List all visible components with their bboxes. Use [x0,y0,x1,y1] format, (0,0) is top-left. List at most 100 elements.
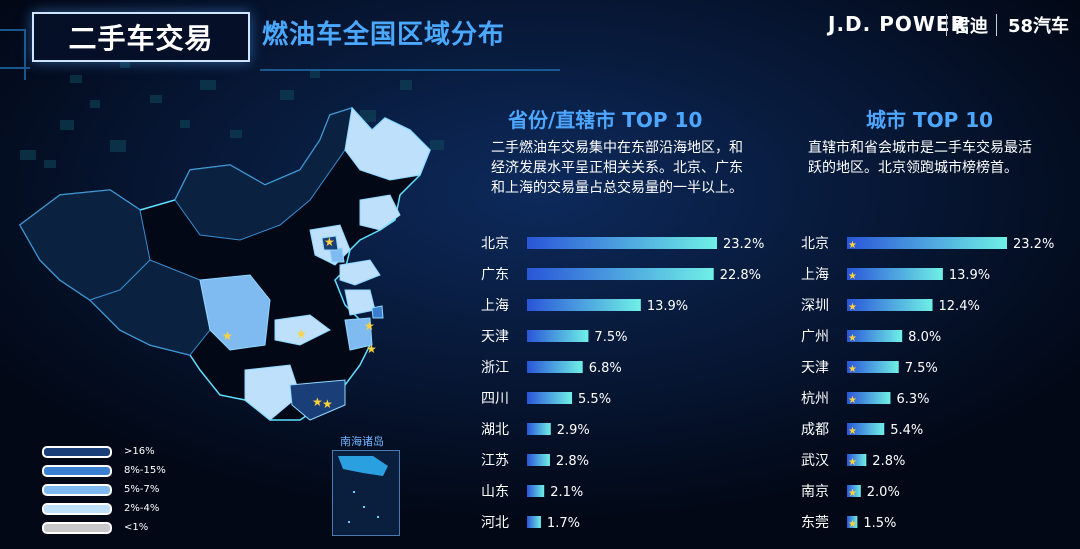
bar-category-label: 浙江 [481,360,509,376]
star-marker-icon: ★ [364,319,375,333]
bar-value-label: 2.8% [556,454,589,469]
bar-category-label: 四川 [481,391,509,407]
city-bar-chart: 北京 ★ 23.2% 上海 ★ 13.9% 深圳 ★ 12.4% 广州 ★ 8.0% 天津 ★ 7.5% 杭州… [801,236,1054,531]
star-marker-icon: ★ [848,457,857,468]
bar-value-label: 1.5% [863,516,896,531]
region-guangdong [289,379,346,421]
bar [527,299,641,311]
region-shandong [339,259,381,286]
region-heilongjiang [344,106,431,181]
bar-value-label: 6.8% [589,361,622,376]
region-hubei [274,314,331,346]
bar-category-label: 东莞 [801,515,829,531]
bar [847,516,858,528]
city-chart-title: 城市 TOP 10 [866,108,994,132]
bar-category-label: 天津 [801,360,829,376]
bar [847,423,885,435]
bar-category-label: 北京 [481,236,509,252]
star-marker-icon: ★ [312,395,323,409]
bar-value-label: 2.8% [872,454,905,469]
legend-label: <1% [124,522,149,533]
legend-swatch [42,445,112,458]
bar-value-label: 7.5% [905,361,938,376]
star-marker-icon: ★ [848,395,857,406]
bar-category-label: 江苏 [481,453,509,469]
bar-value-label: 7.5% [594,330,627,345]
brand-58-logo: 58汽车 [1008,16,1070,37]
bar [527,330,589,342]
bar [527,454,550,466]
bar-value-label: 12.4% [939,299,980,314]
legend-label: 8%-15% [124,465,166,476]
region-guangxi [244,364,301,421]
bar-value-label: 8.0% [908,330,941,345]
decorative-tiles [20,60,444,168]
star-marker-icon: ★ [324,235,335,249]
bar-category-label: 南京 [801,484,829,500]
legend-swatch [42,483,112,496]
star-marker-icon: ★ [222,329,233,343]
bar [527,516,541,528]
bar [527,423,551,435]
bar [847,299,933,311]
region-inner-mongolia [174,107,353,241]
star-marker-icon: ★ [366,342,377,356]
bar [527,361,583,373]
legend-label: >16% [124,446,155,457]
legend-item: >16% [42,442,166,461]
bar-category-label: 武汉 [801,453,829,469]
region-liaoning [359,194,401,231]
province-bar-chart: 北京 23.2% 广东 22.8% 上海 13.9% 天津 7.5% 浙江 6.8% 四川 5.5% 湖… [481,236,764,531]
region-shanghai [371,305,384,319]
bar [527,392,573,404]
bar-value-label: 2.1% [550,485,583,500]
bar [847,268,943,280]
bar [847,330,903,342]
star-marker-icon: ★ [848,519,857,530]
star-marker-icon: ★ [848,240,857,251]
decorative-lines [0,29,560,80]
bar-value-label: 5.4% [890,423,923,438]
bar-value-label: 22.8% [720,268,761,283]
bar-value-label: 1.7% [547,516,580,531]
page-subtitle: 燃油车全国区域分布 [262,20,506,50]
legend-item: 2%-4% [42,499,166,518]
page-title: 二手车交易 [32,12,250,62]
bar [527,485,545,497]
star-marker-icon: ★ [296,327,307,341]
south-china-sea-inset [332,450,400,536]
bar-category-label: 成都 [801,422,829,438]
bar-value-label: 2.0% [867,485,900,500]
legend-label: 2%-4% [124,503,160,514]
star-marker-icon: ★ [848,488,857,499]
bar-category-label: 杭州 [801,391,829,407]
province-chart-title: 省份/直辖市 TOP 10 [508,108,703,132]
region-zhejiang [344,317,373,351]
china-map: ★ ★ ★ ★ ★ ★ ★ [19,106,431,421]
legend-label: 5%-7% [124,484,160,495]
bar [527,268,714,280]
bar-category-label: 深圳 [801,298,829,314]
bar-value-label: 13.9% [647,299,688,314]
brand-divider [996,14,997,36]
bar-category-label: 广东 [481,267,509,283]
bar-category-label: 山东 [481,484,509,500]
brand-jdpower-logo: J.D. POWER [828,12,967,36]
bar [847,485,861,497]
bar [847,237,1007,249]
star-marker-icon: ★ [848,302,857,313]
region-jiangsu [344,289,376,316]
brand-jundi-logo: 君迪 [952,16,988,37]
city-chart-description: 直辖市和省会城市是二手车交易最活 跃的地区。北京领跑城市榜榜首。 [808,140,1032,176]
legend-swatch [42,502,112,515]
star-marker-icon: ★ [322,397,333,411]
star-marker-icon: ★ [848,364,857,375]
star-marker-icon: ★ [848,333,857,344]
star-marker-icon: ★ [848,271,857,282]
bar-value-label: 23.2% [1013,237,1054,252]
legend-swatch [42,464,112,477]
bar-value-label: 2.9% [557,423,590,438]
bar-value-label: 13.9% [949,268,990,283]
bar-category-label: 广州 [801,329,829,345]
legend-item: <1% [42,518,166,537]
